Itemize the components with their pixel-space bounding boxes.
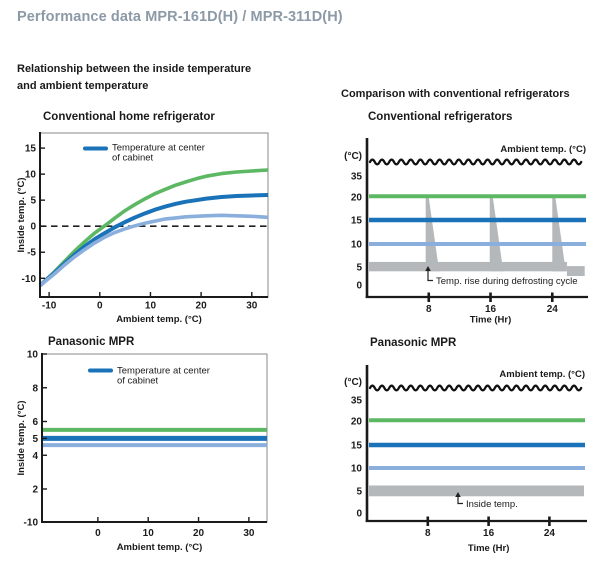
y-tick-label: 4 <box>32 451 38 462</box>
chart-title-panasonic-mpr-left: Panasonic MPR <box>48 336 135 348</box>
x-tick-label: 10 <box>145 301 157 312</box>
annotation-arrow-line <box>457 496 463 505</box>
inside-temp-band <box>369 485 584 497</box>
y-tick-label: 15 <box>351 216 363 227</box>
y-tick-label: -5 <box>27 248 36 259</box>
annotation-arrowhead <box>425 266 431 271</box>
y-tick-label: -10 <box>24 518 39 529</box>
y-tick-label: -10 <box>22 274 37 285</box>
x-tick-label: 20 <box>196 301 208 312</box>
inside-temp-band <box>369 261 567 272</box>
left-section-heading-line1: Relationship between the inside temperat… <box>17 63 252 75</box>
y-tick-label: 20 <box>351 193 363 204</box>
legend-label-line1: Temperature at center <box>117 366 210 377</box>
x-tick-label: 0 <box>97 301 103 312</box>
annotation-arrow-line <box>427 270 433 282</box>
unit-label: (°C) <box>344 377 362 388</box>
y-tick-label: 5 <box>356 263 362 274</box>
annotation-text: Temp. rise during defrosting cycle <box>436 276 578 287</box>
x-tick-label: 30 <box>243 528 255 539</box>
page-title: Performance data MPR-161D(H) / MPR-311D(… <box>17 9 343 25</box>
legend-swatch <box>83 146 108 151</box>
y-tick-label: 35 <box>351 396 363 407</box>
left-section-heading-line2: and ambient temperature <box>17 80 149 92</box>
y-tick-label: 2 <box>32 485 38 496</box>
y-tick-label: 0 <box>356 281 362 292</box>
time-axis-label: Time (Hr) <box>470 315 512 326</box>
y-tick-label: 20 <box>351 417 363 428</box>
left-section-heading: Relationship between the inside temperat… <box>17 61 251 95</box>
x-axis-label: Ambient temp. (°C) <box>116 314 202 325</box>
y-axis-label: Inside temp. (°C) <box>16 177 27 252</box>
y-tick-label: 0 <box>30 222 36 233</box>
x-tick-label: -10 <box>42 301 57 312</box>
y-tick-label: 10 <box>27 350 39 361</box>
y-tick-label: 0 <box>356 509 362 520</box>
defrost-spike <box>552 196 566 272</box>
x-tick-label: 16 <box>485 304 497 315</box>
x-tick-label: 16 <box>483 528 495 539</box>
x-axis-label: Ambient temp. (°C) <box>117 542 203 553</box>
annotation-arrowhead <box>455 492 461 497</box>
y-tick-label: 10 <box>351 464 363 475</box>
chart-conventional-home-refrigerator: -10 0 10 20 30 15 10 5 0 -5 -10 Ambient temp. (°C) I… <box>16 132 269 325</box>
chart-panasonic-mpr-xy: 0 10 20 30 10 8 6 5 4 2 -10 Ambient temp. (°C) Insid… <box>16 350 268 553</box>
y-tick-label: 15 <box>25 144 37 155</box>
chart-conventional-refrigerators-timeline: 8 16 24 Time (Hr) (°C) 35 20 15 10 5 0 Ambient temp… <box>344 138 588 326</box>
y-axis-label: Inside temp. (°C) <box>16 400 27 475</box>
y-tick-label: 15 <box>351 441 363 452</box>
y-tick-label: 10 <box>25 170 37 181</box>
chart-title-panasonic-mpr-right: Panasonic MPR <box>370 337 457 349</box>
x-tick-label: 20 <box>193 528 205 539</box>
annotation-text: Inside temp. <box>466 499 518 510</box>
y-tick-label: 10 <box>351 240 363 251</box>
legend-label-line2: of cabinet <box>112 153 154 164</box>
time-axis-label: Time (Hr) <box>468 543 510 554</box>
legend-swatch <box>88 368 113 373</box>
x-tick-label: 30 <box>246 301 258 312</box>
x-tick-label: 0 <box>95 528 101 539</box>
y-tick-label: 5 <box>32 434 38 445</box>
ambient-temp-label: Ambient temp. (°C) <box>500 144 586 155</box>
band-tail <box>566 266 585 276</box>
x-tick-label: 24 <box>547 304 559 315</box>
chart-panasonic-mpr-timeline: 8 16 24 Time (Hr) (°C) 35 20 15 10 5 0 Ambient temp… <box>344 365 587 554</box>
legend-label-line1: Temperature at center <box>112 143 205 154</box>
defrost-spike <box>425 196 440 272</box>
y-tick-label: 35 <box>351 172 363 183</box>
chart-title-conventional-home: Conventional home refrigerator <box>43 111 215 123</box>
unit-label: (°C) <box>344 151 362 162</box>
y-tick-label: 5 <box>356 487 362 498</box>
ambient-temp-label: Ambient temp. (°C) <box>499 369 585 380</box>
y-tick-label: 5 <box>30 196 36 207</box>
chart-title-conventional-refrigerators: Conventional refrigerators <box>368 111 513 123</box>
ambient-temp-wave <box>368 384 583 392</box>
x-tick-label: 8 <box>426 304 432 315</box>
series-center-of-cabinet <box>38 193 269 288</box>
x-tick-label: 24 <box>544 528 556 539</box>
defrost-spike <box>489 196 504 272</box>
right-section-heading: Comparison with conventional refrigerato… <box>341 88 570 100</box>
series-lower-limit <box>38 213 269 287</box>
y-tick-label: 8 <box>32 383 38 394</box>
y-tick-label: 6 <box>32 417 38 428</box>
legend-label-line2: of cabinet <box>117 376 159 387</box>
ambient-temp-wave <box>368 158 583 166</box>
x-tick-label: 8 <box>425 528 431 539</box>
x-tick-label: 10 <box>143 528 155 539</box>
series-upper-limit <box>38 168 269 287</box>
